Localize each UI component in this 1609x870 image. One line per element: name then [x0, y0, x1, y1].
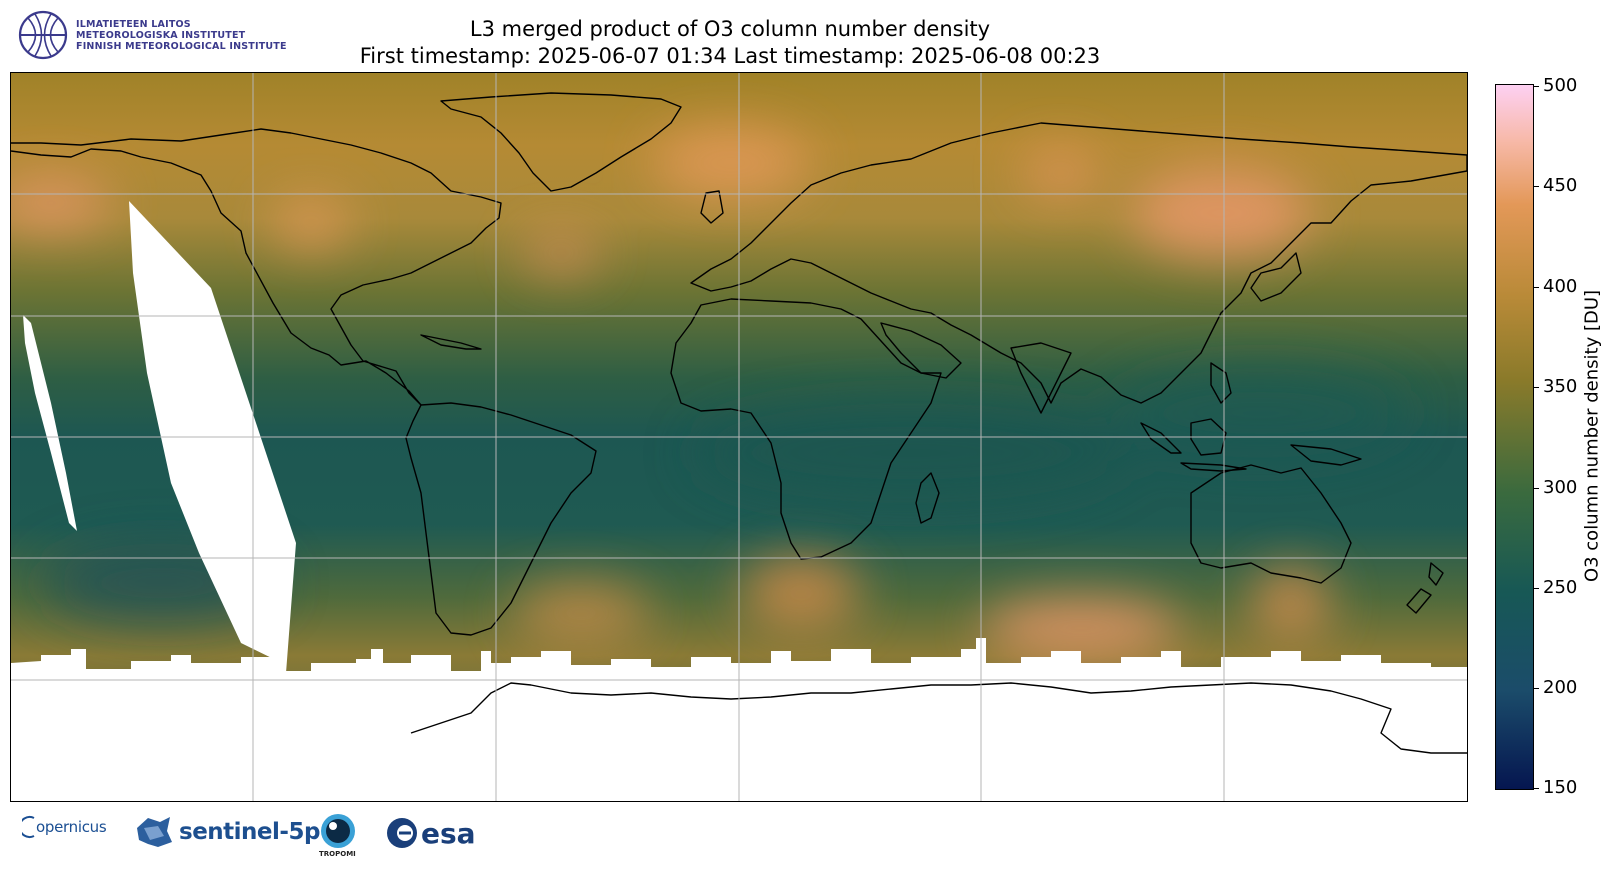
coast-greenland: [440, 92, 682, 192]
coast-japan: [1250, 252, 1302, 302]
coastlines: [11, 92, 1467, 754]
colorbar-label-300: 300: [1543, 477, 1578, 498]
colorbar-label-150: 150: [1543, 777, 1578, 798]
coast-eurasia: [690, 122, 1467, 404]
coast-arabia: [880, 322, 962, 379]
coast-north-america: [11, 128, 502, 406]
coast-australia: [1190, 464, 1352, 584]
colorbar-label-350: 350: [1543, 376, 1578, 397]
colorbar-label-450: 450: [1543, 175, 1578, 196]
colorbar-tick-500: [1533, 86, 1539, 87]
colorbar-tick-450: [1533, 186, 1539, 187]
esa-logo: esa: [385, 816, 476, 850]
colorbar-tick-400: [1533, 287, 1539, 288]
colorbar-tick-250: [1533, 588, 1539, 589]
coast-india: [1010, 342, 1072, 414]
copernicus-logo: opernicus: [22, 814, 107, 840]
colorbar-label-400: 400: [1543, 276, 1578, 297]
colorbar-tick-300: [1533, 488, 1539, 489]
coast-new-guinea: [1290, 444, 1362, 466]
colorbar: [1495, 84, 1534, 790]
plot-subtitle-timestamps: First timestamp: 2025-06-07 01:34 Last t…: [359, 44, 1101, 68]
coast-borneo: [1190, 418, 1227, 456]
copernicus-wordmark: opernicus: [36, 818, 107, 836]
fmi-name-fi: ILMATIETEEN LAITOS: [76, 18, 191, 30]
coast-africa: [670, 298, 942, 560]
colorbar-tick-350: [1533, 387, 1539, 388]
coast-new-zealand: [1406, 562, 1444, 614]
high-ozone-areas: [11, 128, 1331, 658]
coast-madagascar: [915, 472, 940, 524]
coast-cuba: [420, 334, 482, 350]
fmi-emblem-icon: [18, 10, 68, 60]
graticule: [11, 73, 1467, 801]
fmi-name-sv: METEOROLOGISKA INSTITUTET: [76, 29, 246, 41]
colorbar-label-250: 250: [1543, 577, 1578, 598]
ozone-map: [10, 72, 1468, 802]
esa-emblem-icon: [387, 818, 417, 848]
colorbar-tick-150: [1533, 788, 1539, 789]
coast-sumatra: [1140, 422, 1182, 454]
tropomi-eye-icon: [321, 814, 355, 848]
colorbar-label-500: 500: [1543, 75, 1578, 96]
colorbar-tick-200: [1533, 688, 1539, 689]
fmi-wordmark: ILMATIETEEN LAITOS METEOROLOGISKA INSTIT…: [76, 19, 287, 52]
tropomi-logo: TROPOMI: [318, 812, 358, 858]
map-canvas: [11, 73, 1467, 801]
coast-great-britain: [700, 190, 724, 224]
fmi-logo: ILMATIETEEN LAITOS METEOROLOGISKA INSTIT…: [18, 10, 287, 60]
sentinel-5p-logo: sentinel-5p: [134, 814, 320, 850]
colorbar-label-200: 200: [1543, 677, 1578, 698]
plot-title: L3 merged product of O3 column number de…: [469, 17, 991, 41]
sentinel-5p-wordmark: sentinel-5p: [179, 819, 320, 845]
esa-wordmark: esa: [421, 816, 476, 850]
fmi-name-en: FINNISH METEOROLOGICAL INSTITUTE: [76, 40, 287, 52]
satellite-icon: [137, 817, 172, 847]
copernicus-c-icon: [22, 816, 35, 838]
colorbar-title: O3 column number density [DU]: [1581, 289, 1603, 583]
tropomi-wordmark: TROPOMI: [319, 850, 356, 858]
coast-antarctica: [410, 682, 1467, 754]
coast-south-america: [405, 402, 597, 636]
